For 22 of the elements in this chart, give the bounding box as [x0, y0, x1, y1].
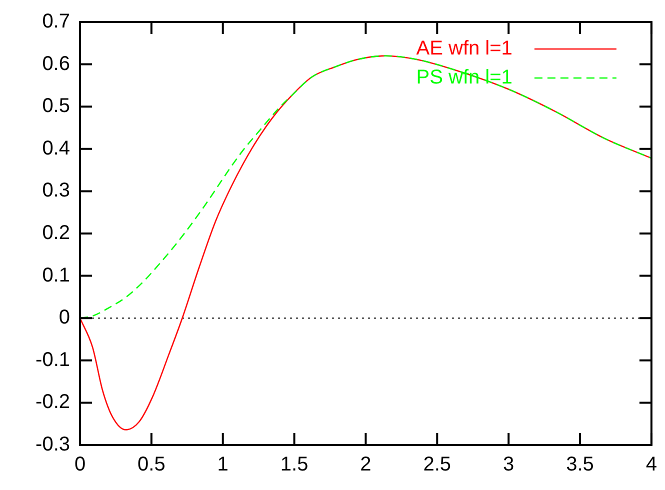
x-tick-label: 1.5 — [280, 454, 308, 476]
y-tick-label: 0.5 — [42, 95, 70, 118]
x-tick-label: 3 — [503, 454, 514, 476]
y-tick-label: 0.1 — [42, 264, 70, 286]
x-tick-label: 4 — [646, 454, 657, 476]
y-tick-label: 0.6 — [42, 52, 70, 75]
y-tick-label: 0.2 — [42, 222, 70, 244]
x-tick-label: 0 — [74, 454, 86, 476]
y-tick-label: 0.7 — [42, 10, 70, 33]
x-tick-label: 2 — [360, 454, 372, 476]
x-tick-label: 3.5 — [566, 454, 594, 476]
y-tick-label: 0.3 — [42, 180, 70, 202]
x-tick-label: 2.5 — [423, 454, 452, 476]
y-tick-label: 0 — [58, 306, 70, 329]
x-tick-label: 1 — [217, 454, 228, 476]
y-tick-label: 0.4 — [42, 137, 70, 160]
x-tick-label: 0.5 — [138, 454, 166, 476]
y-tick-label: -0.1 — [36, 348, 70, 371]
legend-label: AE wfn l=1 — [416, 38, 512, 60]
y-tick-label: -0.2 — [36, 391, 70, 414]
y-tick-label: -0.3 — [36, 434, 70, 456]
legend-label: PS wfn l=1 — [416, 66, 512, 89]
